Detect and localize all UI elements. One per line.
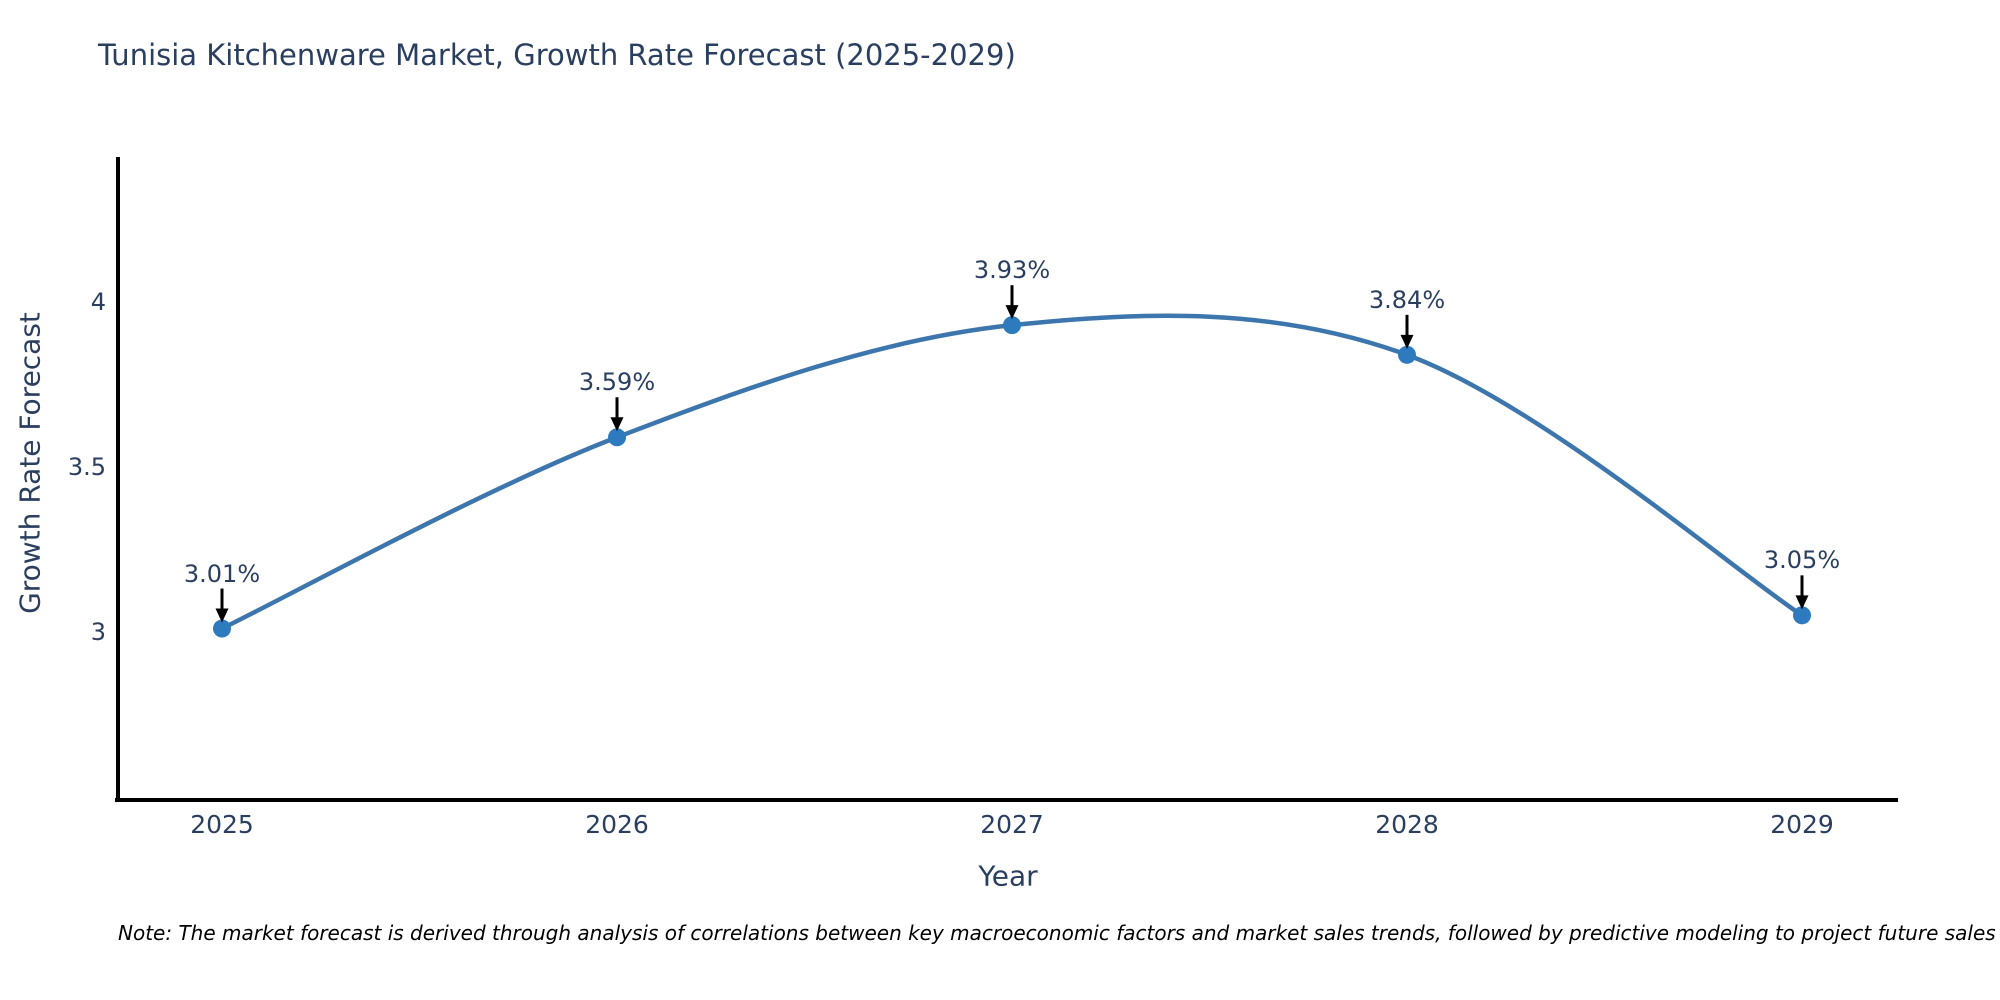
annotation-arrowhead-icon xyxy=(1400,334,1414,349)
x-tick-label: 2028 xyxy=(1375,810,1439,839)
y-tick-label: 3 xyxy=(90,617,106,646)
point-value-annotation: 3.05% xyxy=(1763,546,1841,575)
x-tick-label: 2026 xyxy=(585,810,649,839)
point-value-annotation: 3.93% xyxy=(973,256,1051,285)
x-tick-label: 2027 xyxy=(980,810,1044,839)
data-point-marker[interactable] xyxy=(1398,345,1416,364)
note-text: Note: The market forecast is derived thr… xyxy=(118,921,1996,945)
y-tick-label: 4 xyxy=(90,288,106,317)
trace-spline-line xyxy=(221,313,1804,631)
data-point-marker[interactable] xyxy=(1003,316,1021,335)
annotation-arrowhead-icon xyxy=(1795,595,1809,610)
x-tick-label: 2025 xyxy=(190,810,254,839)
point-value-annotation: 3.84% xyxy=(1368,285,1446,314)
data-point-marker[interactable] xyxy=(608,428,626,447)
annotation-arrowhead-icon xyxy=(215,608,229,623)
annotation-arrowhead-icon xyxy=(1005,305,1019,320)
point-value-annotation: 3.59% xyxy=(578,368,656,397)
y-tick-label: 3.5 xyxy=(67,452,106,481)
x-axis-title: Year xyxy=(978,859,1038,893)
point-value-annotation: 3.01% xyxy=(183,559,261,588)
data-point-marker[interactable] xyxy=(1793,606,1811,625)
data-point-marker[interactable] xyxy=(213,619,231,638)
x-tick-label: 2029 xyxy=(1770,810,1834,839)
chart-title: Tunisia Kitchenware Market, Growth Rate … xyxy=(98,38,1016,72)
annotation-arrowhead-icon xyxy=(610,417,624,432)
